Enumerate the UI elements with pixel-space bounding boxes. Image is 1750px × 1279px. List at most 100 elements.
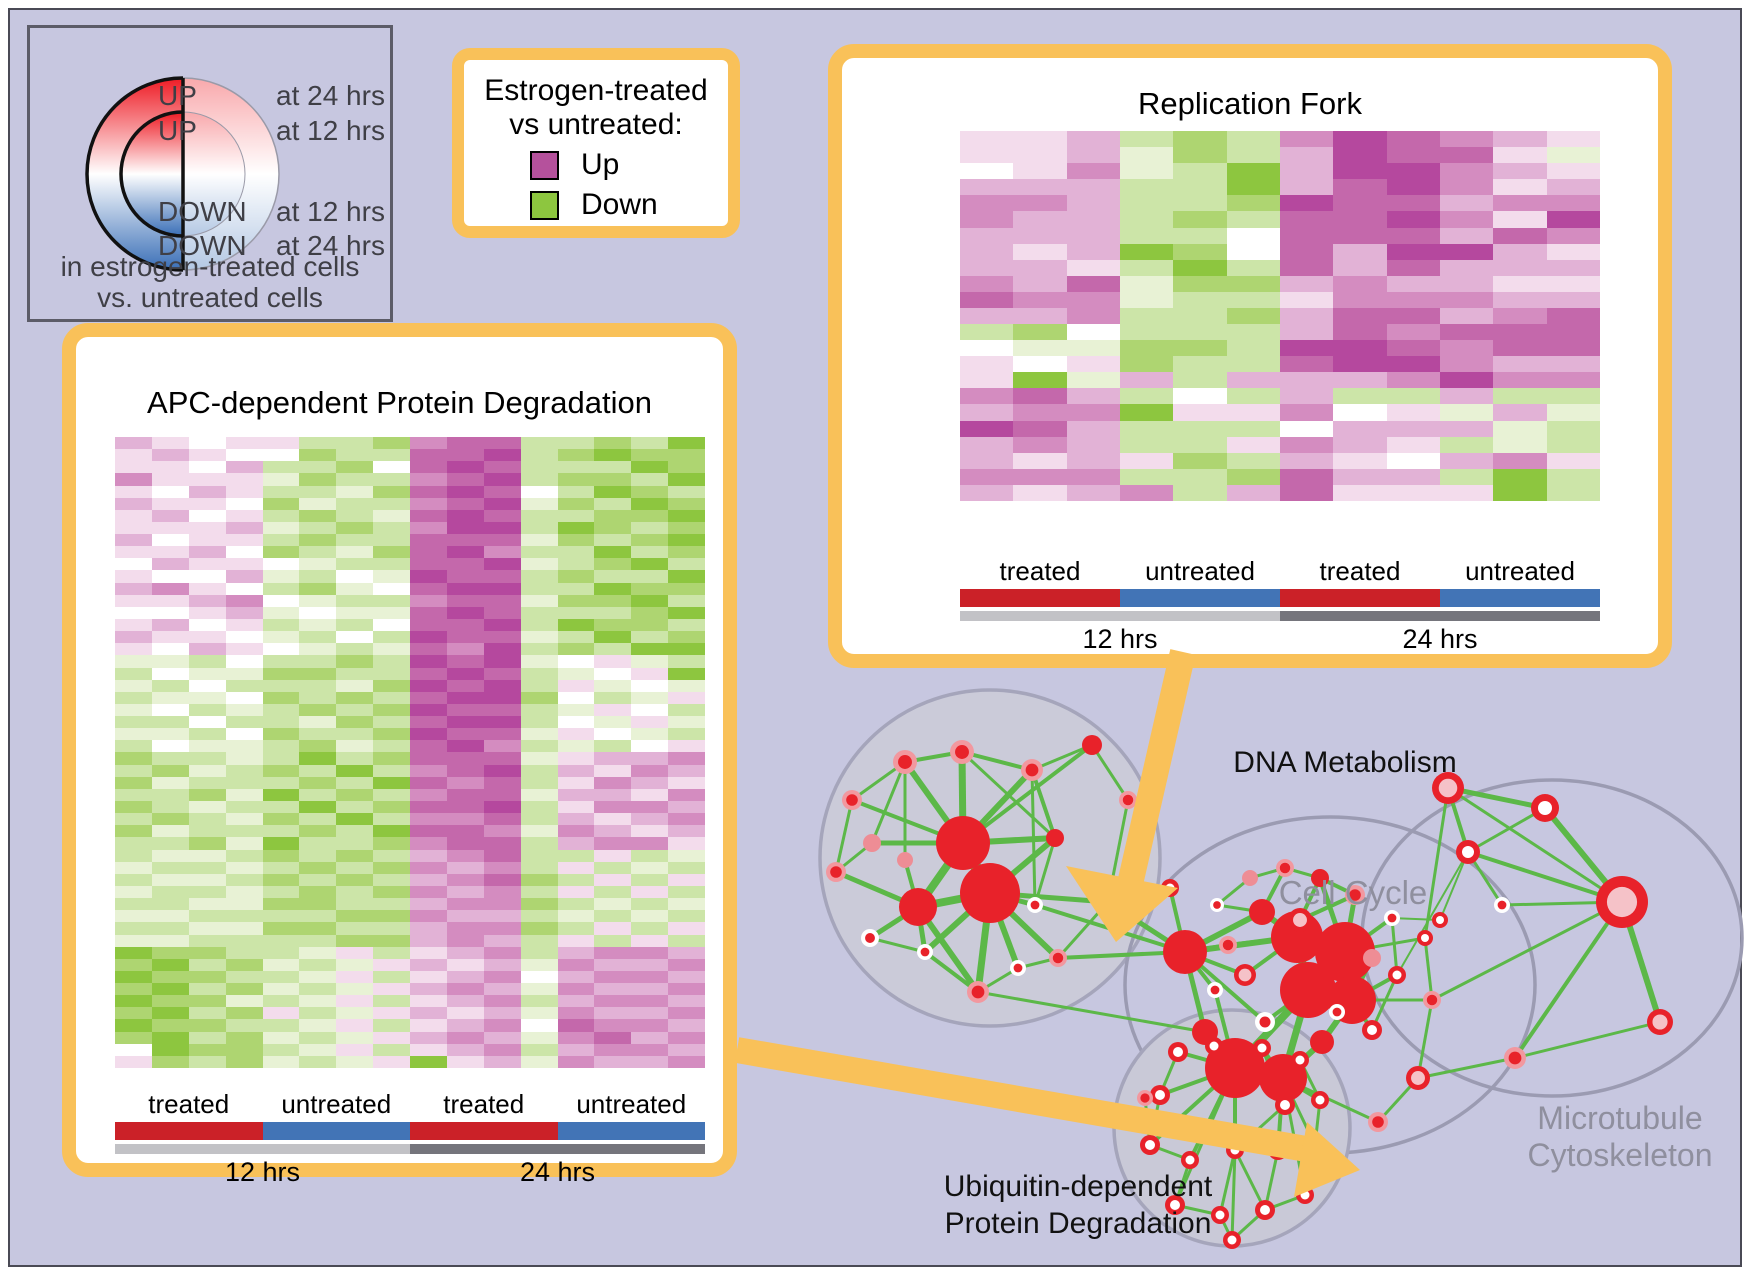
heatmap-cell: [483, 691, 521, 704]
heatmap-cell: [115, 485, 152, 498]
heatmap-cell: [668, 1007, 705, 1020]
heatmap-cell: [446, 825, 484, 838]
heatmap-cell: [1439, 404, 1494, 421]
heatmap-cell: [446, 485, 484, 498]
heatmap-cell: [1333, 420, 1387, 437]
heatmap-cell: [410, 861, 447, 874]
heatmap-cell: [631, 898, 669, 911]
heatmap-cell: [446, 437, 484, 450]
estrogen-legend-title-2: vs untreated:: [509, 108, 683, 141]
heatmap-cell: [336, 983, 374, 996]
heatmap-cell: [520, 558, 558, 571]
heatmap-cell: [410, 703, 447, 717]
heatmap-cell: [520, 619, 558, 632]
heatmap-cell: [668, 485, 705, 498]
heatmap-cell: [115, 716, 152, 729]
heatmap-cell: [299, 667, 337, 680]
heatmap-cell: [557, 691, 595, 704]
heatmap-cell: [373, 1019, 410, 1032]
heatmap-cell: [1386, 356, 1440, 373]
heatmap-cell: [262, 934, 300, 947]
heatmap-cell: [483, 995, 521, 1008]
heatmap-cell: [299, 910, 337, 923]
heatmap-cell: [1279, 452, 1334, 469]
heatmap-cell: [1066, 179, 1120, 196]
heatmap-cell: [373, 558, 410, 571]
heatmap-cell: [225, 485, 263, 498]
heatmap-cell: [299, 1043, 337, 1056]
heatmap-cell: [668, 849, 705, 862]
heatmap-cell: [446, 703, 484, 717]
heatmap-cell: [336, 449, 374, 462]
heatmap-cell: [151, 485, 189, 498]
heatmap-cell: [960, 356, 1014, 373]
heatmap-cell: [1066, 388, 1120, 405]
heatmap-cell: [557, 655, 595, 668]
heatmap-cell: [446, 594, 484, 607]
heatmap-cell: [668, 910, 705, 923]
heatmap-cell: [115, 691, 152, 704]
heatmap-cell: [557, 958, 595, 971]
heatmap-cell: [410, 716, 447, 729]
heatmap-cell: [373, 934, 410, 947]
heatmap-cell: [631, 1007, 669, 1020]
heatmap-cell: [188, 861, 226, 874]
heatmap-cell: [960, 372, 1014, 389]
heatmap-cell: [373, 873, 410, 886]
heatmap-cell: [960, 243, 1014, 260]
heatmap-cell: [557, 594, 595, 607]
heatmap-cell: [520, 740, 558, 753]
heatmap-cell: [631, 606, 669, 620]
heatmap-cell: [483, 1055, 521, 1068]
heatmap-cell: [225, 946, 263, 959]
heatmap-cell: [299, 873, 337, 886]
heatmap-cell: [446, 873, 484, 886]
heatmap-cell: [1546, 436, 1600, 453]
heatmap-cell: [188, 606, 226, 620]
heatmap-cell: [483, 703, 521, 717]
heatmap-cell: [483, 497, 521, 510]
heatmap-cell: [1333, 179, 1387, 196]
heatmap-cell: [299, 813, 337, 826]
heatmap-cell: [1493, 243, 1547, 260]
heatmap-cell: [225, 497, 263, 510]
heatmap-cell: [373, 995, 410, 1008]
heatmap-cell: [668, 667, 705, 680]
heatmap-cell: [1333, 388, 1387, 405]
heatmap-cell: [631, 728, 669, 741]
condition-label: treated: [999, 556, 1081, 586]
legend-up-24: UP: [158, 80, 197, 111]
heatmap-cell: [520, 473, 558, 486]
heatmap-cell: [631, 521, 669, 535]
heatmap-cell: [557, 983, 595, 996]
heatmap-cell: [1279, 388, 1334, 405]
heatmap-cell: [446, 1019, 484, 1032]
heatmap-cell: [557, 1043, 595, 1056]
heatmap-cell: [668, 546, 705, 559]
heatmap-cell: [668, 752, 705, 765]
heatmap-cell: [483, 631, 521, 644]
heatmap-cell: [631, 776, 669, 789]
heatmap-cell: [668, 788, 705, 802]
down-color-swatch: [530, 190, 559, 220]
heatmap-cell: [1119, 420, 1174, 437]
heatmap-cell: [188, 740, 226, 753]
heatmap-cell: [1226, 147, 1280, 164]
heatmap-cell: [520, 849, 558, 862]
heatmap-cell: [262, 813, 300, 826]
heatmap-cell: [1439, 259, 1494, 276]
heatmap-cell: [410, 631, 447, 644]
heatmap-cell: [520, 437, 558, 450]
heatmap-cell: [1279, 259, 1334, 276]
heatmap-cell: [1279, 340, 1334, 357]
heatmap-cell: [115, 752, 152, 765]
heatmap-cell: [373, 801, 410, 814]
condition-bar: [960, 589, 1120, 607]
heatmap-cell: [336, 437, 374, 450]
heatmap-cell: [115, 813, 152, 826]
heatmap-cell: [1333, 484, 1387, 501]
heatmap-cell: [373, 849, 410, 862]
heatmap-cell: [299, 582, 337, 595]
heatmap-cell: [373, 485, 410, 498]
heatmap-cell: [1439, 324, 1494, 341]
